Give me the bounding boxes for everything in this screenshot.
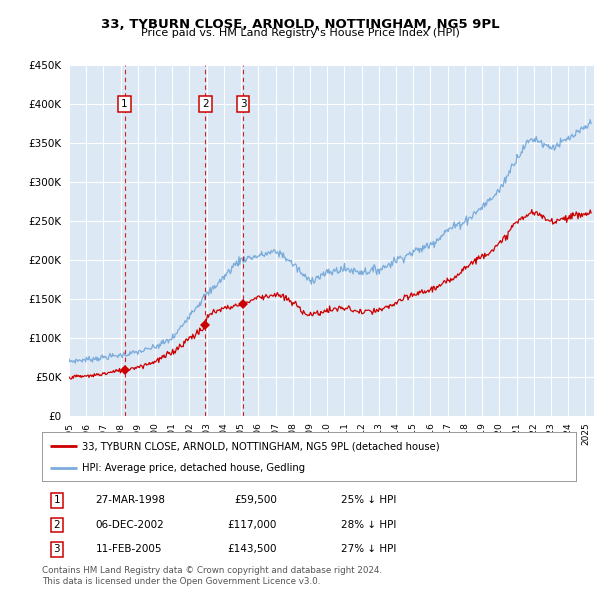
Text: Contains HM Land Registry data © Crown copyright and database right 2024.
This d: Contains HM Land Registry data © Crown c…: [42, 566, 382, 586]
Text: 2: 2: [53, 520, 60, 530]
Text: 27% ↓ HPI: 27% ↓ HPI: [341, 545, 397, 555]
Text: 27-MAR-1998: 27-MAR-1998: [95, 496, 166, 505]
Text: 28% ↓ HPI: 28% ↓ HPI: [341, 520, 397, 530]
Text: 06-DEC-2002: 06-DEC-2002: [95, 520, 164, 530]
Text: Price paid vs. HM Land Registry's House Price Index (HPI): Price paid vs. HM Land Registry's House …: [140, 28, 460, 38]
Text: 33, TYBURN CLOSE, ARNOLD, NOTTINGHAM, NG5 9PL: 33, TYBURN CLOSE, ARNOLD, NOTTINGHAM, NG…: [101, 18, 499, 31]
Text: 25% ↓ HPI: 25% ↓ HPI: [341, 496, 397, 505]
Text: £117,000: £117,000: [227, 520, 277, 530]
Text: 1: 1: [121, 99, 128, 109]
Text: 1: 1: [53, 496, 60, 505]
Text: £59,500: £59,500: [234, 496, 277, 505]
Text: 3: 3: [53, 545, 60, 555]
Text: £143,500: £143,500: [227, 545, 277, 555]
Text: HPI: Average price, detached house, Gedling: HPI: Average price, detached house, Gedl…: [82, 463, 305, 473]
Text: 2: 2: [202, 99, 209, 109]
Text: 3: 3: [240, 99, 247, 109]
Text: 11-FEB-2005: 11-FEB-2005: [95, 545, 162, 555]
Text: 33, TYBURN CLOSE, ARNOLD, NOTTINGHAM, NG5 9PL (detached house): 33, TYBURN CLOSE, ARNOLD, NOTTINGHAM, NG…: [82, 441, 440, 451]
